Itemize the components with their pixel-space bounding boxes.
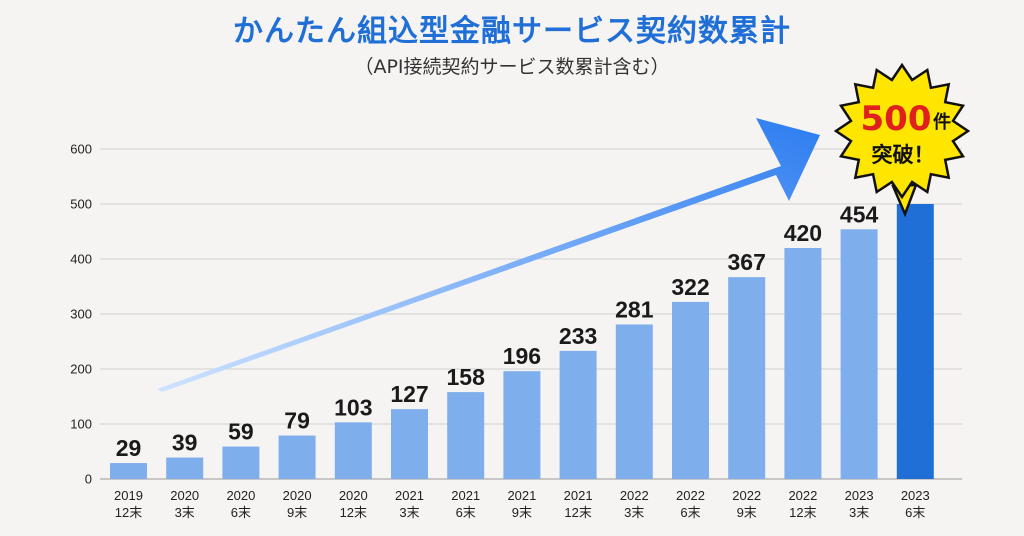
x-tick-period: 6末 (231, 505, 251, 520)
bar (672, 301, 709, 479)
x-tick-year: 2020 (283, 488, 312, 503)
bar (447, 392, 485, 479)
data-label: 322 (671, 274, 709, 300)
data-label: 158 (447, 364, 486, 390)
x-tick-period: 6末 (905, 505, 925, 520)
x-tick-year: 2021 (395, 488, 424, 503)
data-label: 196 (503, 343, 541, 369)
x-tick-year: 2022 (676, 488, 705, 503)
y-tick-label: 100 (70, 417, 92, 432)
bar (334, 422, 372, 479)
x-tick-year: 2021 (451, 488, 480, 503)
data-label: 454 (840, 201, 879, 227)
bar (840, 229, 878, 479)
y-tick-label: 400 (70, 252, 92, 267)
bar (391, 409, 428, 479)
callout-line2: 突破！ (872, 143, 935, 167)
data-label: 367 (728, 249, 766, 275)
bar (559, 350, 597, 479)
chart-subtitle: （API接続契約サービス数累計含む） (354, 56, 670, 78)
data-label: 29 (116, 435, 142, 461)
x-tick-year: 2019 (114, 488, 143, 503)
x-tick-year: 2021 (564, 488, 593, 503)
x-tick-year: 2020 (339, 488, 368, 503)
x-tick-year: 2023 (845, 488, 874, 503)
x-tick-period: 12末 (564, 505, 591, 520)
x-tick-period: 6末 (456, 505, 476, 520)
bar (784, 248, 822, 479)
x-tick-period: 3末 (624, 505, 644, 520)
data-label: 103 (334, 394, 372, 420)
y-tick-label: 300 (70, 307, 92, 322)
bar (278, 435, 316, 479)
growth-arrow-shape (157, 118, 820, 392)
data-label: 281 (615, 296, 654, 322)
x-tick-year: 2023 (901, 488, 930, 503)
x-tick-year: 2020 (170, 488, 199, 503)
bar (110, 463, 147, 479)
bar (166, 457, 204, 479)
data-label: 233 (559, 323, 597, 349)
data-labels: 29 39 59 79 103 127 158 196 233 281 322 367 420 454 (116, 201, 879, 461)
bars (110, 204, 934, 479)
data-label: 39 (172, 430, 198, 456)
growth-arrow (157, 118, 820, 392)
data-label: 79 (284, 408, 310, 434)
x-tick-period: 3末 (849, 505, 869, 520)
x-tick-period: 3末 (175, 505, 195, 520)
bar (615, 324, 653, 479)
bar (728, 277, 766, 479)
data-label: 59 (228, 419, 254, 445)
bar (896, 204, 934, 479)
x-tick-period: 9末 (512, 505, 532, 520)
bar (222, 446, 260, 479)
starburst-badge (833, 62, 971, 200)
callout-burst: 500 件 突破！ (833, 62, 971, 218)
y-tick-label: 0 (85, 472, 92, 487)
y-tick-label: 600 (70, 142, 92, 157)
callout-number: 500 (861, 99, 932, 139)
data-label: 127 (390, 381, 428, 407)
x-tick-period: 3末 (399, 505, 419, 520)
x-tick-period: 12末 (115, 505, 142, 520)
x-tick-period: 6末 (680, 505, 700, 520)
y-tick-label: 200 (70, 362, 92, 377)
x-tick-year: 2022 (788, 488, 817, 503)
callout-unit: 件 (933, 111, 951, 133)
data-label: 420 (784, 220, 822, 246)
chart-title: かんたん組込型金融サービス契約数累計 (233, 14, 791, 49)
x-tick-year: 2020 (226, 488, 255, 503)
x-tick-period: 9末 (287, 505, 307, 520)
x-tick-period: 9末 (737, 505, 757, 520)
x-tick-year: 2022 (620, 488, 649, 503)
x-tick-period: 12末 (789, 505, 816, 520)
y-tick-label: 500 (70, 197, 92, 212)
x-tick-year: 2021 (507, 488, 536, 503)
x-tick-period: 12末 (340, 505, 367, 520)
axis-labels: 0 100 200 300 400 500 600 2019 12末 2020 3末 2020 6末 20… (70, 142, 929, 521)
x-tick-year: 2022 (732, 488, 761, 503)
bar (503, 371, 541, 479)
